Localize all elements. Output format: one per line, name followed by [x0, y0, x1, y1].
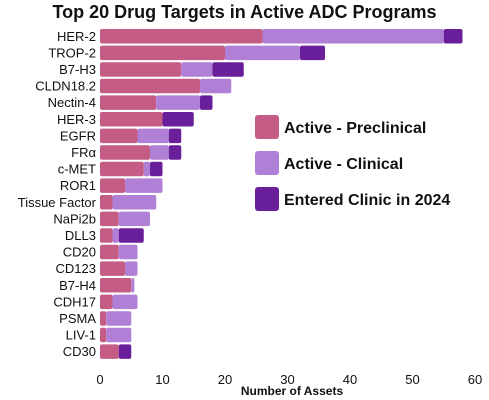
bar-her-2-series-0: [100, 29, 263, 44]
legend-label: Active - Clinical: [284, 156, 403, 173]
x-tick-label: 0: [96, 372, 103, 387]
category-label: NaPi2b: [53, 211, 96, 226]
category-label: CLDN18.2: [35, 79, 96, 94]
bar-trop-2-series-2: [300, 45, 325, 61]
bar-psma-series-1: [106, 311, 132, 326]
legend-swatch: [255, 115, 279, 139]
x-tick-label: 50: [405, 372, 419, 387]
bar-her-2-series-2: [443, 29, 463, 44]
category-label: ROR1: [60, 178, 96, 193]
bar-dll3-series-2: [118, 228, 144, 243]
bar-cdh17-series-1: [112, 294, 138, 310]
bar-cd30-series-2: [118, 344, 132, 359]
bar-b7-h3-series-1: [181, 62, 213, 77]
bar-nectin-4-series-2: [200, 95, 213, 110]
category-label: Nectin-4: [48, 95, 96, 110]
legend-swatch: [255, 187, 279, 211]
x-axis: 0 10 20 30 40 50 60: [96, 372, 482, 387]
bar-nectin-4-series-0: [100, 95, 157, 110]
bar-ror1-series-1: [125, 178, 163, 193]
bar-tissue-factor-series-1: [112, 195, 157, 210]
bars-layer: [100, 29, 463, 359]
bar-cd123-series-0: [100, 261, 125, 276]
x-tick-label: 60: [468, 372, 482, 387]
bar-napi2b-series-1: [118, 211, 150, 227]
category-label: EGFR: [60, 128, 96, 143]
bar-egfr-series-0: [100, 128, 138, 144]
legend: Active - Preclinical Active - Clinical Ent…: [255, 115, 450, 211]
legend-swatch: [255, 151, 279, 175]
bar-cldn18-2-series-1: [200, 78, 232, 94]
x-tick-label: 10: [155, 372, 169, 387]
bar-cldn18-2-series-0: [100, 78, 200, 94]
bar-napi2b-series-0: [100, 211, 119, 227]
legend-label: Active - Preclinical: [284, 120, 426, 137]
bar-cd123-series-1: [125, 261, 138, 276]
x-tick-label: 30: [280, 372, 294, 387]
bar-trop-2-series-0: [100, 45, 225, 61]
bar-dll3-series-0: [100, 228, 113, 243]
bar-her-3-series-2: [162, 112, 194, 127]
bar-fr--series-0: [100, 145, 150, 160]
legend-label: Entered Clinic in 2024: [284, 192, 450, 209]
x-axis-label: Number of Assets: [241, 384, 344, 398]
bar-b7-h3-series-0: [100, 62, 182, 77]
bar-cdh17-series-0: [100, 294, 113, 310]
bar-fr--series-2: [168, 145, 182, 160]
bar-her-3-series-0: [100, 112, 163, 127]
category-label: HER-2: [57, 29, 96, 44]
category-label: FRα: [71, 145, 96, 160]
category-label: Tissue Factor: [18, 195, 97, 210]
bar-her-2-series-1: [262, 29, 444, 44]
chart-title: Top 20 Drug Targets in Active ADC Progra…: [52, 2, 437, 22]
bar-cd20-series-1: [118, 244, 138, 260]
bar-egfr-series-2: [168, 128, 182, 144]
bar-ror1-series-0: [100, 178, 125, 193]
category-label: CD123: [56, 261, 96, 276]
bar-psma-series-0: [100, 311, 107, 326]
x-tick-label: 40: [343, 372, 357, 387]
category-label: CD20: [63, 245, 96, 260]
bar-trop-2-series-1: [225, 45, 300, 61]
bar-cd20-series-0: [100, 244, 119, 260]
bar-tissue-factor-series-0: [100, 195, 113, 210]
category-label: B7-H3: [59, 62, 96, 77]
bar-dll3-series-1: [112, 228, 119, 243]
bar-c-met-series-0: [100, 161, 144, 177]
category-label: CD30: [63, 344, 96, 359]
bar-nectin-4-series-1: [156, 95, 200, 110]
bar-fr--series-1: [150, 145, 169, 160]
category-label: c-MET: [58, 162, 96, 177]
x-tick-label: 20: [218, 372, 232, 387]
bar-liv-1-series-0: [100, 327, 107, 343]
category-label: HER-3: [57, 112, 96, 127]
category-label: B7-H4: [59, 278, 96, 293]
category-label: DLL3: [65, 228, 96, 243]
bar-c-met-series-1: [143, 161, 150, 177]
bar-b7-h4-series-1: [131, 278, 135, 293]
bar-c-met-series-2: [150, 161, 163, 177]
category-label: TROP-2: [48, 45, 96, 60]
bar-b7-h4-series-0: [100, 278, 132, 293]
bar-cd30-series-0: [100, 344, 119, 359]
bar-b7-h3-series-2: [212, 62, 244, 77]
category-label: CDH17: [53, 294, 96, 309]
bar-liv-1-series-1: [106, 327, 132, 343]
category-label: LIV-1: [66, 328, 96, 343]
category-label: PSMA: [59, 311, 96, 326]
bar-egfr-series-1: [137, 128, 169, 144]
